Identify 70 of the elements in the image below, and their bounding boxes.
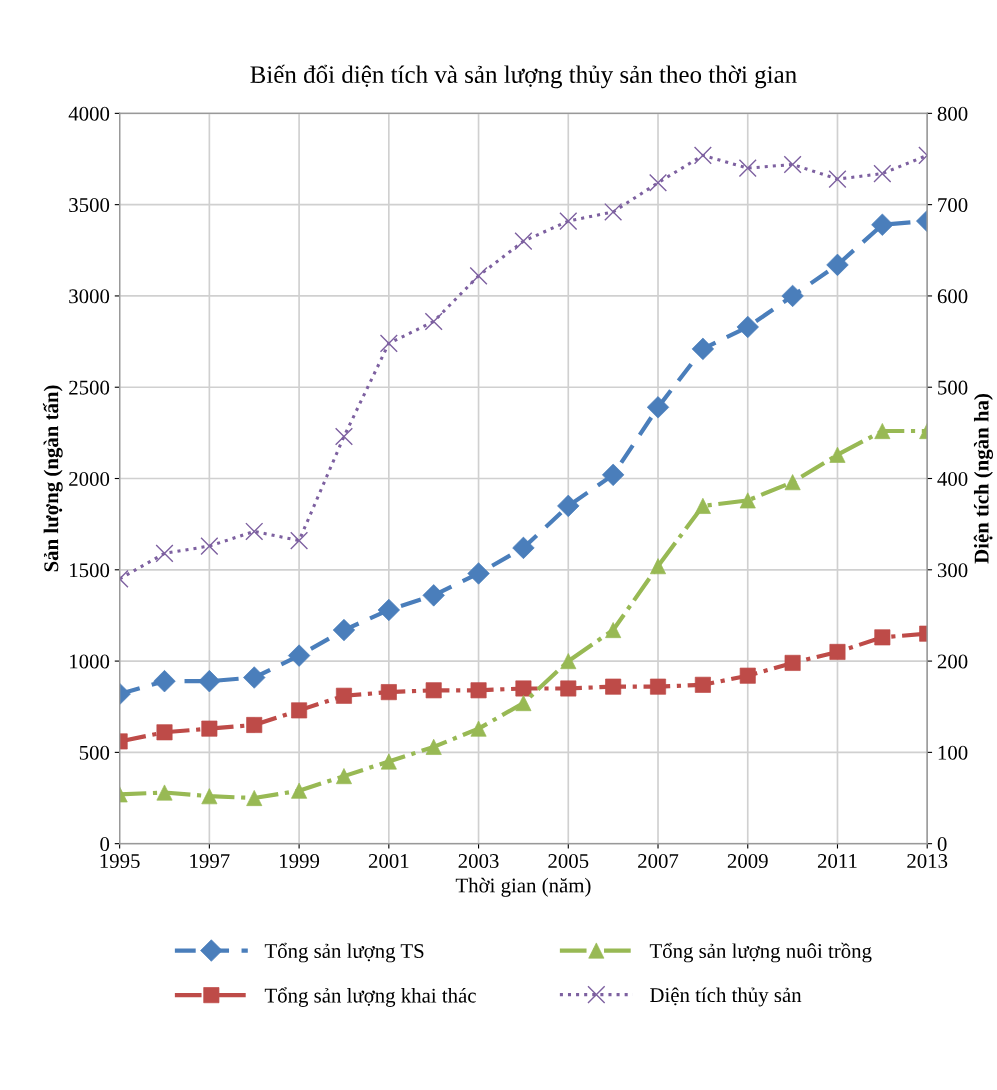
point [424, 312, 443, 331]
x-tick-label: 2009 [727, 853, 768, 869]
point [784, 654, 801, 671]
x-tick-label: 2007 [638, 853, 679, 869]
point [425, 738, 442, 755]
x-tick-label: 2001 [368, 853, 409, 869]
x-tick-label: 1995 [100, 854, 140, 869]
y2-tick-label: 300 [937, 563, 968, 578]
y2-tick-label: 400 [937, 471, 968, 486]
point [736, 315, 759, 339]
y2-tick-label: 600 [937, 289, 968, 304]
point [155, 544, 174, 563]
x-tick-label: 2005 [548, 853, 589, 869]
point [287, 644, 311, 667]
point [559, 212, 578, 231]
point [200, 537, 219, 556]
point [560, 653, 577, 670]
y-tick-label: 500 [79, 745, 110, 760]
point [335, 768, 352, 785]
x-tick-label: 2013 [907, 853, 948, 869]
y2-tick-label: 800 [937, 106, 968, 121]
point [873, 164, 892, 183]
y2-tick-label: 500 [938, 380, 968, 395]
point [469, 266, 488, 285]
y-tick-label: 3500 [69, 198, 110, 213]
chart-title: Biến đổi diện tích và sản lượng thủy sản theo thời gian [250, 64, 797, 89]
point [334, 427, 353, 446]
y2-tick-label: 200 [937, 654, 968, 669]
point [693, 146, 712, 165]
point [646, 396, 670, 419]
point [604, 202, 623, 221]
point [379, 334, 398, 353]
y2-tick-label: 100 [938, 745, 968, 760]
y2-tick-label: 700 [938, 198, 968, 213]
point [648, 173, 668, 192]
x-tick-label: 2011 [817, 853, 857, 869]
point [783, 155, 802, 174]
point [828, 170, 847, 189]
point [245, 522, 264, 541]
point [335, 687, 352, 704]
point [514, 232, 533, 251]
point [874, 423, 891, 440]
x-tick-label: 1997 [190, 854, 230, 869]
point [784, 474, 801, 491]
legend-label: Tổng sản lượng nuôi trồng [649, 942, 872, 963]
legend-label: Diện tích thủy sản [650, 987, 802, 1007]
point [602, 463, 625, 487]
y-tick-label: 1500 [70, 563, 110, 578]
point [377, 598, 400, 622]
point [826, 253, 849, 277]
x-axis-title: Thời gian (năm) [455, 877, 591, 897]
y-tick-label: 3000 [69, 289, 110, 304]
point [512, 536, 535, 560]
x-tick-label: 1999 [280, 854, 320, 869]
x-tick-label: 2003 [458, 853, 499, 869]
y-tick-label: 1000 [70, 654, 110, 669]
y2-axis-title: Diện tích (ngàn ha) [973, 394, 994, 564]
legend-label: Tổng sản lượng khai thác [264, 987, 476, 1007]
y2-tick-label: 0 [937, 837, 947, 852]
point [738, 159, 757, 178]
y-tick-label: 2000 [69, 471, 110, 486]
point [290, 531, 309, 550]
y-tick-label: 0 [100, 837, 110, 852]
y-axis-title: Sản lượng (ngàn tấn) [42, 385, 63, 572]
y-tick-label: 4000 [68, 106, 110, 121]
point [243, 666, 266, 689]
point [829, 643, 846, 660]
legend-label: Tổng sản lượng TS [264, 942, 424, 963]
y-tick-label: 2500 [69, 380, 110, 395]
point [246, 717, 263, 733]
